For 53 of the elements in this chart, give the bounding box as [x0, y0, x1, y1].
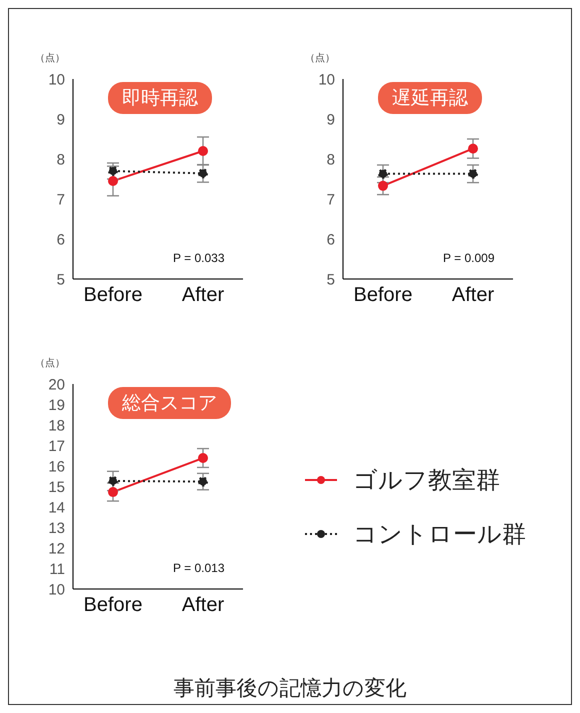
- y-tick-label: 19: [48, 396, 65, 414]
- y-tick-label: 13: [48, 520, 65, 537]
- annotation: P = 0.033: [173, 251, 224, 265]
- y-tick-label: 6: [326, 231, 335, 248]
- y-tick-label: 14: [48, 499, 65, 516]
- point: [108, 476, 118, 486]
- x-tick-label: Before: [84, 594, 142, 616]
- point: [108, 176, 118, 186]
- x-tick-label: Before: [354, 284, 412, 306]
- y-tick-label: 11: [49, 560, 65, 578]
- y-tick-label: 10: [318, 71, 335, 88]
- y-tick-label: 7: [326, 191, 335, 208]
- annotation: P = 0.009: [443, 251, 494, 265]
- x-tick-label: After: [452, 284, 494, 306]
- y-tick-label: 12: [48, 540, 65, 558]
- x-tick-label: After: [182, 284, 224, 306]
- y-tick-label: 7: [56, 191, 65, 208]
- legend-label: ゴルフ教室群: [353, 466, 500, 496]
- y-tick-label: 18: [48, 417, 65, 434]
- point: [378, 168, 388, 179]
- x-tick-label: Before: [84, 284, 142, 306]
- annotation: P = 0.013: [173, 561, 224, 575]
- y-tick-label: 8: [326, 151, 335, 168]
- y-tick-label: 5: [326, 271, 335, 288]
- text: 即時再認: [108, 82, 212, 114]
- y-axis-title: （点）: [35, 356, 65, 370]
- y-tick-label: 10: [48, 581, 65, 598]
- y-tick-label: 10: [48, 71, 65, 88]
- y-axis-title: （点）: [35, 52, 65, 65]
- y-tick-label: 9: [56, 111, 65, 128]
- point: [198, 146, 208, 156]
- point: [108, 166, 118, 176]
- point: [378, 180, 388, 191]
- y-tick-label: 16: [48, 458, 65, 476]
- point: [108, 487, 118, 498]
- y-tick-label: 15: [48, 478, 65, 496]
- y-tick-label: 20: [48, 376, 65, 394]
- y-tick-label: 5: [56, 271, 65, 288]
- legend-label: コントロール群: [353, 520, 526, 550]
- x-tick-label: After: [182, 594, 224, 616]
- point: [468, 168, 478, 179]
- text: 総合スコア: [108, 387, 231, 419]
- y-tick-label: 17: [48, 438, 65, 455]
- point: [198, 476, 208, 487]
- text: 遅延再認: [378, 82, 482, 114]
- y-tick-label: 8: [56, 151, 65, 168]
- y-tick-label: 9: [326, 111, 335, 128]
- y-axis-title: （点）: [305, 52, 335, 65]
- y-tick-label: 6: [56, 231, 65, 248]
- point: [468, 144, 478, 154]
- point: [198, 453, 208, 464]
- point: [198, 168, 208, 178]
- text: 事前事後の記憶力の変化: [172, 676, 408, 702]
